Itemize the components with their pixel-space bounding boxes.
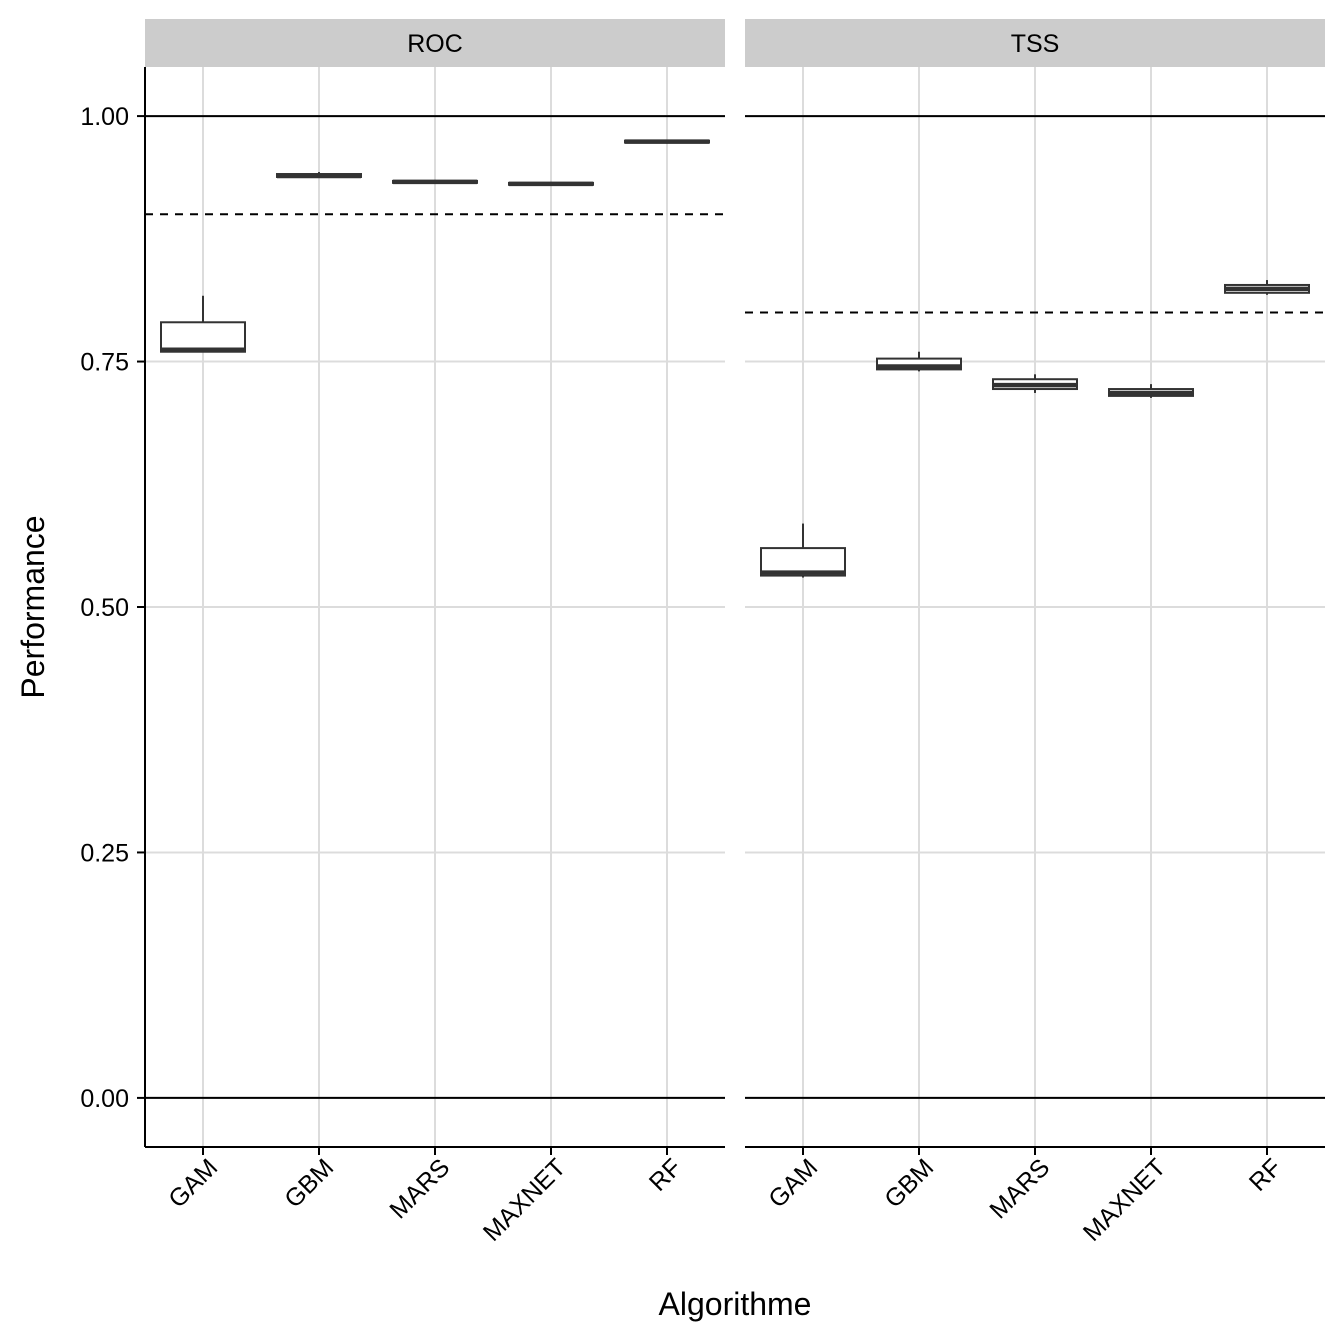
x-tick-label: MARS bbox=[384, 1153, 455, 1224]
boxplot-maxnet bbox=[1108, 384, 1194, 398]
x-tick-label: RF bbox=[644, 1153, 687, 1196]
y-tick-label: 0.00 bbox=[80, 1085, 129, 1113]
x-tick-label: MAXNET bbox=[1078, 1153, 1171, 1246]
facet-panel-roc: ROC 0.00 0.25 0.50 0.75 1.00 GAM GBM MARS MAXNET R… bbox=[80, 19, 725, 1247]
boxplot-gam bbox=[160, 295, 246, 353]
facet-panel-tss: TSS GAM GBM MARS MAXNET RF bbox=[745, 19, 1325, 1247]
y-axis-title: Performance bbox=[15, 515, 51, 698]
x-axis-title: Algorithme bbox=[659, 1286, 812, 1322]
boxplot-gbm bbox=[276, 172, 362, 179]
boxplot-gam bbox=[760, 523, 846, 578]
boxplot-maxnet bbox=[508, 181, 594, 187]
y-tick-label: 1.00 bbox=[80, 103, 129, 131]
x-tick-label: MARS bbox=[984, 1153, 1055, 1224]
x-tick-label: GAM bbox=[163, 1153, 223, 1213]
y-tick-label: 0.25 bbox=[80, 839, 129, 867]
boxplot-mars bbox=[392, 179, 478, 185]
boxplot-mars bbox=[992, 374, 1078, 393]
x-tick-label: GBM bbox=[879, 1153, 939, 1213]
facet-strip bbox=[745, 19, 1325, 67]
box-iqr bbox=[876, 357, 962, 371]
boxplot-rf bbox=[624, 139, 710, 144]
facet-strip-label: ROC bbox=[407, 30, 463, 58]
boxplot-rf bbox=[1224, 280, 1310, 295]
facet-strip bbox=[145, 19, 725, 67]
facet-strip-label: TSS bbox=[1011, 30, 1060, 58]
x-tick-label: GBM bbox=[279, 1153, 339, 1213]
y-tick-label: 0.75 bbox=[80, 349, 129, 377]
box-iqr bbox=[160, 321, 246, 353]
x-tick-label: GAM bbox=[763, 1153, 823, 1213]
x-tick-label: RF bbox=[1244, 1153, 1287, 1196]
x-tick-label: MAXNET bbox=[478, 1153, 571, 1246]
y-tick-label: 0.50 bbox=[80, 594, 129, 622]
boxplot-gbm bbox=[876, 351, 962, 372]
